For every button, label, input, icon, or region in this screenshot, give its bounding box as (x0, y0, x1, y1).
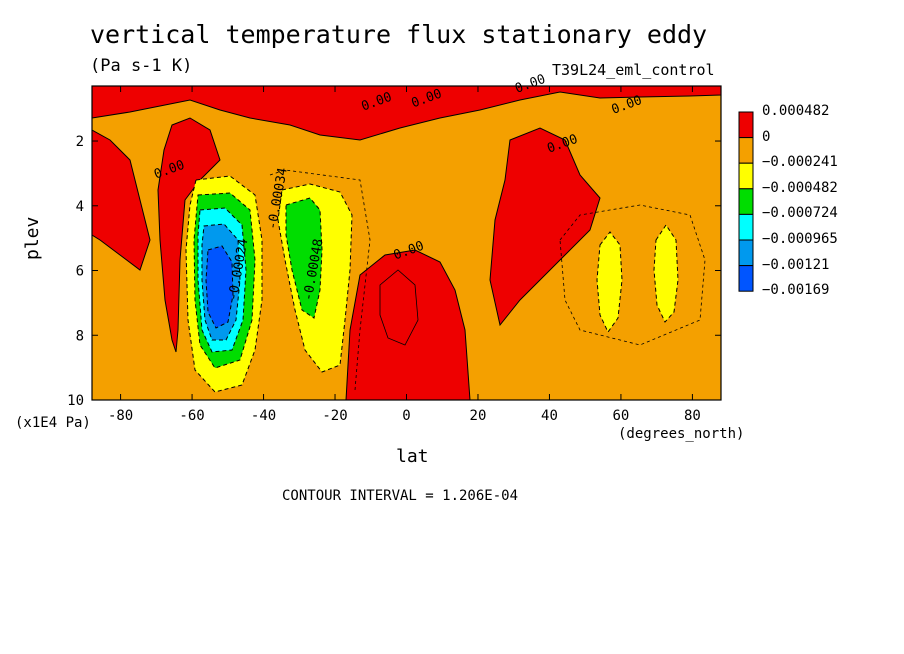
yellow-region-nh-1 (596, 231, 623, 333)
y-tick-label: 10 (67, 393, 84, 409)
contour-interval: CONTOUR INTERVAL = 1.206E-04 (282, 488, 519, 504)
red-region-top (92, 86, 721, 141)
legend (738, 111, 754, 292)
x-axis-unit: (degrees_north) (618, 426, 745, 442)
y-axis-unit: (x1E4 Pa) (15, 415, 91, 431)
x-tick-label: 0 (402, 408, 410, 424)
y-ticks: 2 4 6 8 10 (67, 134, 721, 409)
legend-swatch (738, 162, 754, 190)
chart-title: vertical temperature flux stationary edd… (90, 20, 708, 49)
legend-label: −0.000724 (762, 205, 838, 222)
chart-units: (Pa s-1 K) (90, 56, 193, 76)
y-tick-label: 2 (76, 134, 84, 150)
yellow-region-nh-2 (653, 224, 679, 323)
x-tick-label: 20 (470, 408, 487, 424)
y-tick-label: 6 (76, 264, 84, 280)
x-tick-label: 60 (613, 408, 630, 424)
legend-swatch (738, 137, 754, 164)
red-region-equatorial (345, 249, 471, 400)
x-ticks: -80 -60 -40 -20 0 20 40 60 80 (108, 86, 701, 424)
legend-label: −0.000965 (762, 231, 838, 247)
red-region-nh-tropics (489, 127, 601, 327)
legend-label: −0.000241 (762, 154, 838, 171)
y-tick-label: 4 (76, 199, 84, 215)
legend-swatch (738, 213, 754, 241)
x-axis-label: lat (396, 446, 429, 467)
x-tick-label: -60 (179, 408, 204, 424)
contour-line (559, 204, 706, 346)
plot-area (92, 86, 721, 400)
x-tick-label: 40 (541, 408, 558, 424)
legend-label: 0 (762, 128, 771, 145)
legend-swatch (738, 265, 754, 292)
green-region-sh-subtrop (285, 197, 323, 319)
x-tick-label: 80 (684, 408, 701, 424)
legend-swatch (738, 239, 754, 267)
y-tick-label: 8 (76, 328, 84, 344)
x-tick-label: -20 (322, 408, 347, 424)
red-region-sh-midlat (157, 117, 221, 353)
legend-label: −0.00121 (762, 256, 830, 273)
legend-label: −0.000482 (762, 179, 838, 196)
x-tick-label: -40 (251, 408, 276, 424)
blue-region-sh (205, 245, 234, 329)
legend-swatch (738, 188, 754, 215)
x-tick-label: -80 (108, 408, 133, 424)
contour-line (269, 169, 371, 391)
legend-label: −0.00169 (762, 282, 830, 299)
legend-label: 0.000482 (762, 103, 830, 119)
legend-swatch (738, 111, 754, 139)
run-name: T39L24_eml_control (552, 61, 715, 79)
contour-line (379, 269, 419, 346)
red-region-left (92, 129, 151, 271)
